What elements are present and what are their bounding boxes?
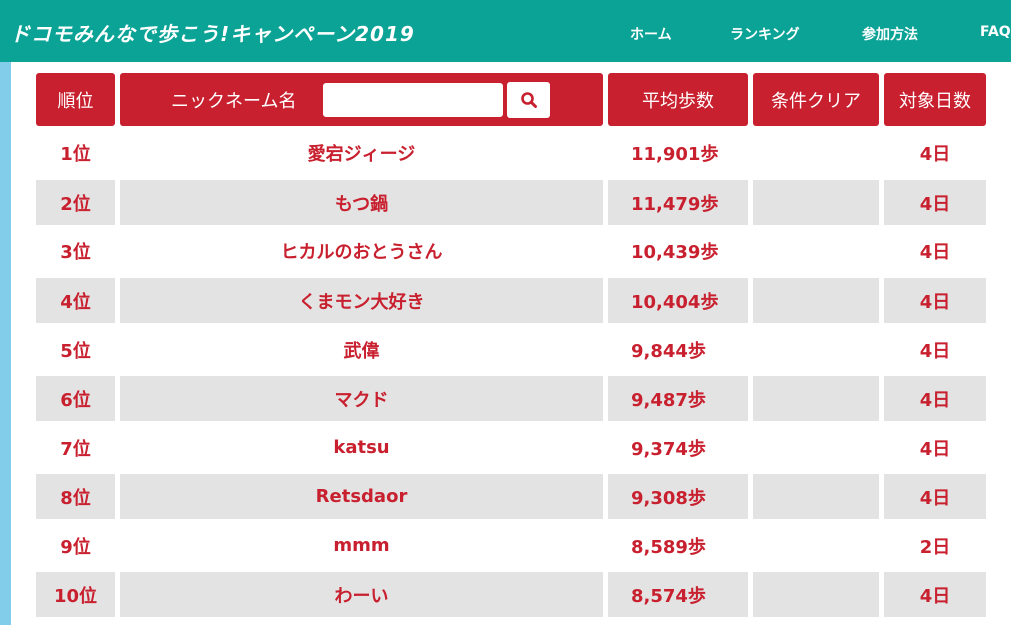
steps-value: 8,589歩	[631, 536, 706, 558]
days-cell: 4日	[919, 340, 951, 362]
steps-value: 9,374歩	[631, 438, 706, 460]
steps-cell: 8,574歩	[608, 572, 748, 617]
left-accent-bar	[0, 62, 11, 625]
table-row: 6位 マクド 9,487歩 4日	[0, 376, 1011, 421]
nav-faq[interactable]: FAQ	[980, 24, 1011, 40]
table-row: 7位 katsu 9,374歩 4日	[0, 425, 1011, 470]
steps-value: 10,404歩	[631, 291, 719, 313]
table-row: 4位 くまモン大好き 10,404歩 4日	[0, 278, 1011, 323]
days-cell: 4日	[919, 241, 951, 263]
nickname-search-input[interactable]	[323, 83, 503, 117]
nickname-cell: もつ鍋	[120, 180, 603, 225]
table-row: 5位 武偉 9,844歩 4日	[0, 327, 1011, 372]
steps-value: 9,487歩	[631, 389, 706, 411]
nav-how-to-join[interactable]: 参加方法	[862, 27, 918, 43]
clear-cell	[753, 228, 879, 273]
steps-cell: 11,901歩	[608, 130, 748, 175]
rank-cell: 3位	[60, 241, 91, 263]
steps-cell: 9,844歩	[608, 327, 748, 372]
nickname-cell: くまモン大好き	[120, 278, 603, 323]
header-rank: 順位	[36, 73, 115, 126]
days-cell: 4日	[884, 278, 986, 323]
steps-cell: 9,487歩	[608, 376, 748, 421]
clear-cell	[753, 523, 879, 568]
site-header: ドコモみんなで歩こう!キャンペーン2019 ホーム ランキング 参加方法 FAQ	[0, 0, 1011, 62]
header-days: 対象日数	[884, 73, 986, 126]
rank-cell: 9位	[60, 536, 91, 558]
steps-value: 10,439歩	[631, 241, 719, 263]
table-row: 3位 ヒカルのおとうさん 10,439歩 4日	[0, 228, 1011, 273]
nickname-cell: 武偉	[343, 340, 380, 362]
clear-cell	[753, 130, 879, 175]
rank-cell: 7位	[60, 438, 91, 460]
rank-cell: 6位	[36, 376, 115, 421]
days-cell: 4日	[884, 572, 986, 617]
nav-home[interactable]: ホーム	[630, 27, 672, 43]
nickname-cell: 愛宕ジィージ	[307, 143, 416, 165]
days-cell: 4日	[884, 180, 986, 225]
nickname-label: ニックネーム名	[171, 91, 297, 112]
rank-cell: 10位	[36, 572, 115, 617]
steps-cell: 11,479歩	[608, 180, 748, 225]
rank-cell: 4位	[36, 278, 115, 323]
steps-value: 9,308歩	[631, 487, 706, 509]
steps-cell: 10,404歩	[608, 278, 748, 323]
table-row: 8位 Retsdaor 9,308歩 4日	[0, 474, 1011, 519]
nickname-cell: Retsdaor	[120, 474, 603, 519]
nickname-cell: mmm	[333, 535, 390, 556]
days-cell: 4日	[919, 143, 951, 165]
days-cell: 2日	[919, 536, 951, 558]
nickname-cell: マクド	[120, 376, 603, 421]
main-nav: ホーム ランキング 参加方法 FAQ	[0, 24, 1011, 44]
steps-value: 9,844歩	[631, 340, 706, 362]
header-avg-steps: 平均歩数	[608, 73, 748, 126]
clear-cell	[753, 278, 879, 323]
nickname-cell: わーい	[120, 572, 603, 617]
nickname-search-header: ニックネーム名	[120, 73, 603, 126]
search-button[interactable]	[507, 82, 550, 118]
table-row: 2位 もつ鍋 11,479歩 4日	[0, 180, 1011, 225]
search-icon	[520, 92, 537, 108]
table-row: 10位 わーい 8,574歩 4日	[0, 572, 1011, 617]
steps-value: 11,479歩	[631, 193, 719, 215]
rank-cell: 1位	[60, 143, 91, 165]
clear-cell	[753, 425, 879, 470]
rank-cell: 5位	[60, 340, 91, 362]
table-row: 1位 愛宕ジィージ 11,901歩 4日	[0, 130, 1011, 175]
days-cell: 4日	[884, 376, 986, 421]
table-row: 9位 mmm 8,589歩 2日	[0, 523, 1011, 568]
clear-cell	[753, 376, 879, 421]
rank-cell: 8位	[36, 474, 115, 519]
clear-cell	[753, 327, 879, 372]
steps-value: 8,574歩	[631, 585, 706, 607]
steps-value: 11,901歩	[631, 143, 719, 165]
days-cell: 4日	[884, 474, 986, 519]
days-cell: 4日	[919, 438, 951, 460]
nav-ranking[interactable]: ランキング	[730, 27, 800, 43]
clear-cell	[753, 474, 879, 519]
steps-cell: 9,308歩	[608, 474, 748, 519]
header-condition-clear: 条件クリア	[753, 73, 879, 126]
steps-cell: 8,589歩	[608, 523, 748, 568]
rank-cell: 2位	[36, 180, 115, 225]
nickname-cell: ヒカルのおとうさん	[280, 241, 443, 263]
steps-cell: 9,374歩	[608, 425, 748, 470]
clear-cell	[753, 572, 879, 617]
nickname-cell: katsu	[333, 437, 390, 458]
clear-cell	[753, 180, 879, 225]
steps-cell: 10,439歩	[608, 228, 748, 273]
campaign-logo[interactable]: ドコモみんなで歩こう!キャンペーン2019	[10, 22, 415, 46]
